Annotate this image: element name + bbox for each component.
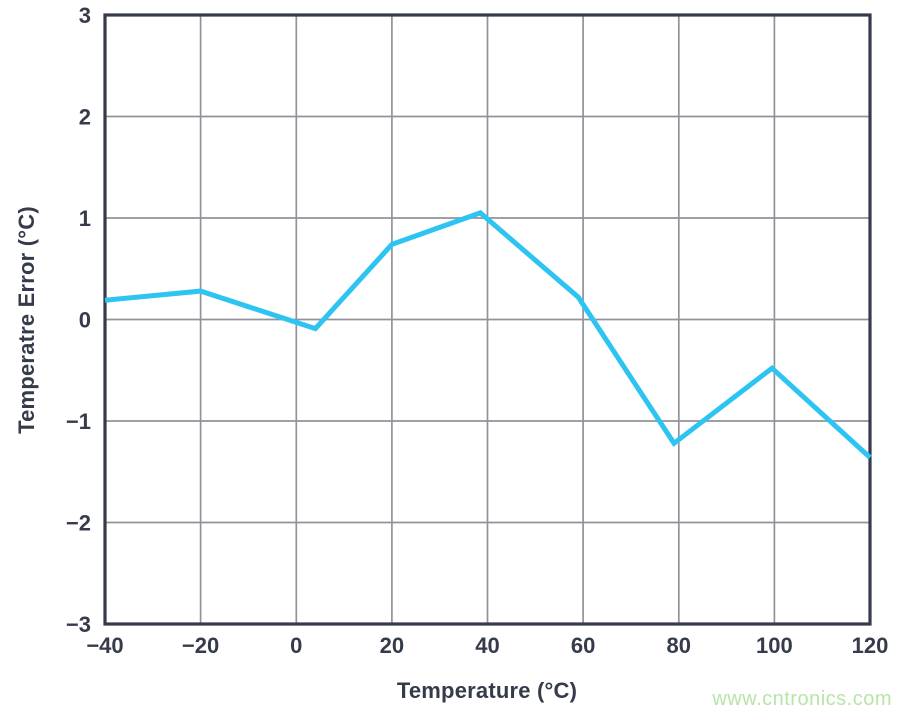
x-tick-label: 40 (475, 633, 499, 658)
series-line-temperature-error (104, 210, 872, 460)
y-tick-label: 2 (79, 104, 91, 129)
y-axis-title: Temperatre Error (°C) (14, 206, 39, 434)
x-tick-label: −20 (182, 633, 219, 658)
x-tick-label: 120 (852, 633, 889, 658)
y-tick-label: 3 (79, 3, 91, 28)
y-tick-label: −2 (66, 510, 91, 535)
x-tick-label: 60 (571, 633, 595, 658)
x-tick-label: 0 (290, 633, 302, 658)
x-tick-label: 20 (380, 633, 404, 658)
x-axis-title: Temperature (°C) (396, 678, 578, 703)
x-tick-label: −40 (86, 633, 123, 658)
y-tick-label: −3 (66, 612, 91, 637)
x-tick-label: 100 (756, 633, 793, 658)
watermark-text: www.cntronics.com (712, 688, 892, 710)
x-tick-label: 80 (667, 633, 691, 658)
y-tick-label: 1 (79, 206, 91, 231)
plot-frame (103, 13, 872, 626)
y-tick-label: −1 (66, 409, 91, 434)
y-tick-label: 0 (79, 307, 91, 332)
